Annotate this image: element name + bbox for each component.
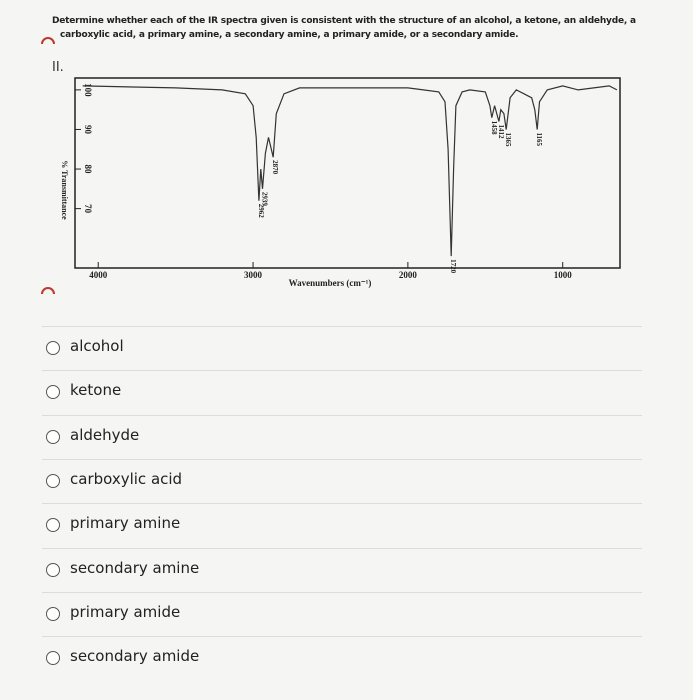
peak-label: 1720 [449, 259, 457, 274]
option[interactable]: alcohol [42, 326, 642, 371]
spectrum-line [82, 85, 618, 257]
peak-label: 1458 [490, 121, 498, 136]
x-tick-label: 1000 [554, 270, 573, 280]
option-label[interactable]: alcohol [70, 337, 124, 355]
option-label[interactable]: secondary amide [70, 647, 200, 666]
option[interactable]: carboxylic acid [42, 458, 642, 504]
y-tick-label: 90 [83, 125, 93, 135]
question-line: carboxylic acid, a primary amine, a seco… [60, 30, 519, 40]
peak-label: 2962 [257, 204, 265, 219]
option-label[interactable]: aldehyde [70, 425, 140, 444]
peak-label: 1365 [504, 132, 512, 147]
option[interactable]: ketone [42, 370, 642, 415]
radio-button[interactable] [46, 651, 60, 666]
option[interactable]: aldehyde [42, 414, 642, 460]
option[interactable]: secondary amine [42, 547, 642, 593]
plot-frame [74, 77, 621, 269]
peak-label: 1412 [497, 125, 505, 140]
peak-label: 2939 [260, 192, 268, 207]
y-tick-label: 70 [83, 204, 93, 214]
question-number: II. [52, 60, 64, 75]
icon [41, 287, 55, 295]
radio-button[interactable] [46, 606, 60, 621]
y-tick-label: 80 [83, 165, 93, 175]
option-label[interactable]: carboxylic acid [70, 469, 183, 488]
x-tick-label: 2000 [399, 270, 418, 280]
option-label[interactable]: primary amine [70, 514, 181, 533]
peak-label: 1165 [535, 132, 543, 146]
option[interactable]: secondary amide [42, 636, 642, 681]
x-tick-label: 4000 [89, 270, 108, 280]
option[interactable]: primary amine [42, 503, 642, 548]
radio-button[interactable] [46, 429, 60, 444]
option[interactable]: primary amide [42, 591, 642, 637]
option-label[interactable]: ketone [70, 381, 122, 400]
x-tick-label: 3000 [244, 270, 263, 280]
radio-button[interactable] [46, 385, 60, 400]
x-axis-label: Wavenumbers (cm⁻¹) [289, 278, 372, 288]
peak-label: 2870 [271, 160, 279, 175]
radio-button[interactable] [46, 341, 60, 355]
radio-button[interactable] [46, 518, 60, 533]
icon [41, 37, 55, 45]
y-tick-label: 100 [83, 83, 93, 97]
option-label[interactable]: secondary amine [70, 558, 200, 577]
radio-button[interactable] [46, 562, 60, 577]
y-axis-label: % Transmittance [60, 160, 69, 220]
option-label[interactable]: primary amide [70, 602, 181, 621]
chart: 4000 3000 2000 1000 100 90 80 70 Wavenumbers (cm… [41, 37, 621, 295]
radio-button[interactable] [46, 473, 60, 488]
question-line: Determine whether each of the IR spectra… [52, 16, 636, 26]
